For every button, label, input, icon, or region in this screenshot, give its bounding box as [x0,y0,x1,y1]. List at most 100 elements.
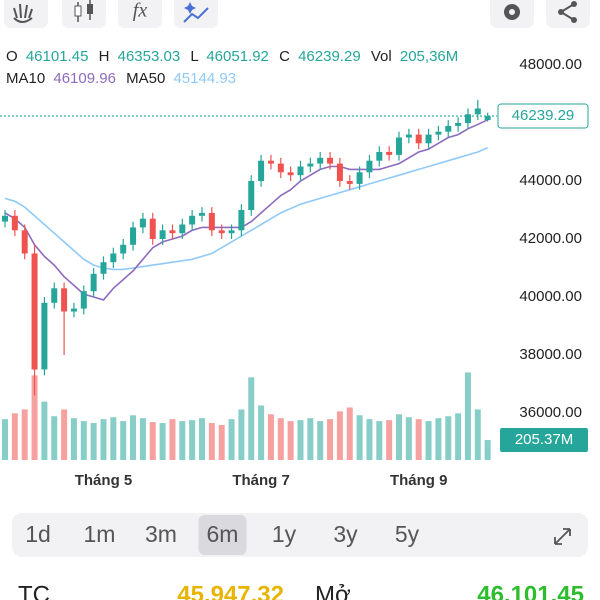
volume-bar [287,421,294,460]
candle-body [100,262,107,274]
volume-bar [297,420,304,460]
candle-body [445,125,452,132]
x-tick-label: Tháng 5 [75,472,133,489]
volume-bar [445,416,452,460]
volume-bar [110,417,117,460]
tool-button[interactable] [62,0,106,28]
candle-body [199,212,205,216]
share-button[interactable] [546,0,590,28]
volume-tag [500,428,588,453]
candle-body [484,116,491,121]
chart: 36000.00 38000.00 40000.00 42000.00 44000.00… [0,56,589,489]
volume-bar [189,420,196,460]
volume-bar [159,423,166,460]
volume-bar [267,414,274,460]
share-icon [571,17,577,23]
candle-body [238,210,245,231]
volume-bar [277,418,284,460]
candle-body [258,160,265,181]
gear-icon [509,9,515,15]
volume-bar [346,407,353,460]
volume-bar [258,405,265,460]
candle-body [425,134,432,144]
share-icon [558,9,564,15]
info-value: 46051.92 [206,48,269,65]
timeframe-option[interactable]: 3m [145,521,177,547]
last-price-label: 46239.29 [512,107,575,124]
volume-bar [228,419,235,460]
candle-body [327,157,334,164]
volume-bar [336,411,343,460]
y-tick-label: 44000.00 [519,172,582,189]
ma50-line [4,147,488,271]
volume-bar [464,372,471,460]
volume-bar [11,413,18,460]
candle-body [307,163,314,167]
volume-bar [208,423,215,460]
candle-body [297,166,304,176]
candle-body [415,134,422,144]
info-value: 45144.93 [173,70,236,87]
candle-body [2,215,8,222]
candle-body [366,160,373,173]
volume-bar [386,420,393,460]
volume-bar [415,419,422,460]
volume-bar [90,423,97,460]
volume-bar [149,422,156,460]
volume-bar [405,417,412,460]
candle-body [317,157,324,164]
volume-bar [376,421,383,460]
timeframe-option[interactable]: 6m [207,521,239,547]
candle-body [474,108,481,115]
volume-bar [31,375,38,460]
candle-body [208,212,215,231]
candle-body [169,230,176,234]
volume-bar [120,421,127,460]
timeframe-option[interactable]: 1m [84,521,116,547]
volume-bar [21,409,28,460]
volume-bar [366,419,373,460]
volume-bar [199,418,205,460]
volume-bar [307,418,314,460]
candle-body [149,218,156,239]
timeframe-option[interactable]: 1y [272,521,297,547]
fullscreen-button[interactable] [554,528,571,545]
timeframe-selected[interactable] [198,515,247,555]
volume-bar [130,415,137,460]
candle-body [464,114,471,123]
function-icon: fx [133,0,148,22]
volume-bar [435,418,442,460]
info-value: 46239.29 [298,48,361,65]
info-label: L [190,48,198,65]
summary-label: TC [18,581,50,600]
volume-bar [169,419,176,460]
y-tick-label: 36000.00 [519,404,582,421]
timeframe-option[interactable]: 1d [25,521,51,547]
summary-value: 46.101,45 [477,581,584,600]
candle-body [110,253,117,263]
candle-body [139,218,146,228]
x-tick-label: Tháng 7 [232,472,290,489]
volume-bar [179,421,186,460]
candle-icon [74,5,82,17]
info-line: O 46101.45 H 46353.03 L 46051.92 C 46239… [6,48,458,65]
candle-body [61,288,68,312]
timeframe-option[interactable]: 5y [395,521,420,547]
volume-bar [356,415,363,460]
volume-bar [455,413,462,460]
candle-body [80,291,87,309]
candle-body [130,227,137,245]
y-tick-label: 48000.00 [519,56,582,73]
tool-button[interactable] [174,0,218,28]
share-icon [571,1,577,7]
y-tick-label: 38000.00 [519,346,582,363]
tool-button[interactable] [118,0,162,28]
info-label: Vol [371,48,392,65]
candle-body [287,172,294,176]
hand-icon [13,3,33,23]
candle-body [189,215,196,225]
volume-bar [100,419,107,460]
candle-body [277,163,284,173]
timeframe-option[interactable]: 3y [333,521,358,547]
